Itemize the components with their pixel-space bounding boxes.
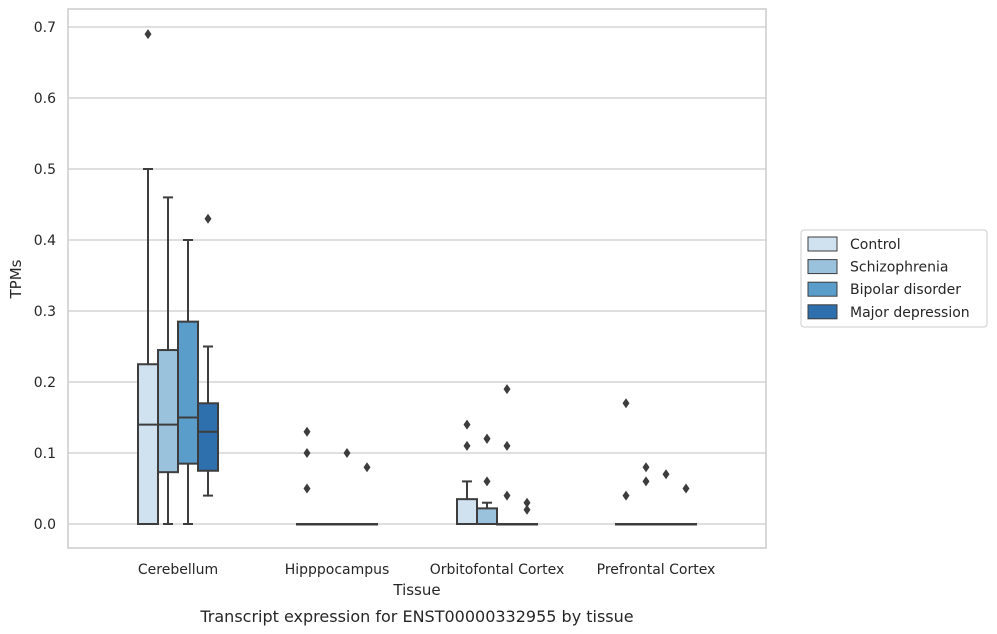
outlier-point	[204, 213, 212, 224]
x-tick-label: Hipppocampus	[285, 562, 390, 578]
outlier-point	[622, 490, 630, 501]
box-bipolar-disorder	[177, 239, 199, 525]
outlier-point	[363, 462, 371, 473]
box-major-depression	[675, 483, 697, 526]
box-major-depression	[516, 497, 538, 526]
outlier-point	[303, 426, 311, 437]
y-tick-label: 0.6	[34, 91, 56, 107]
legend-label: Bipolar disorder	[850, 282, 961, 298]
outlier-point	[303, 483, 311, 494]
y-tick-label: 0.4	[34, 233, 56, 249]
box-schizophrenia	[476, 433, 498, 526]
y-tick-labels: 0.0 0.1 0.2 0.3 0.4 0.5 0.6 0.7	[34, 20, 56, 533]
x-tick-label: Orbitofontal Cortex	[430, 562, 565, 578]
outlier-point	[642, 476, 650, 487]
box-body	[456, 498, 478, 525]
box-body	[137, 363, 159, 525]
x-tick-label: Cerebellum	[138, 562, 218, 578]
box-body	[157, 349, 179, 474]
outlier-point	[483, 433, 491, 444]
box-major-depression	[197, 213, 219, 497]
y-tick-label: 0.7	[34, 20, 56, 36]
box-body	[197, 402, 219, 472]
outlier-point	[144, 29, 152, 40]
box-control	[137, 29, 159, 525]
box-control	[615, 398, 637, 526]
outlier-point	[523, 497, 531, 508]
outlier-point	[503, 384, 511, 395]
y-tick-label: 0.3	[34, 304, 56, 320]
outlier-point	[303, 448, 311, 458]
box-schizophrenia	[316, 523, 338, 526]
y-axis-title: TPMs	[7, 259, 25, 299]
outlier-point	[463, 419, 471, 430]
y-tick-label: 0.1	[34, 446, 56, 462]
outlier-point	[622, 398, 630, 409]
outlier-point	[642, 462, 650, 473]
chart-caption: Transcript expression for ENST0000033295…	[199, 607, 633, 626]
outlier-point	[662, 469, 670, 480]
box-plot-series	[137, 29, 697, 526]
legend-label: Major depression	[850, 305, 970, 321]
legend: Control Schizophrenia Bipolar disorder Majo…	[800, 229, 988, 328]
box-bipolar-disorder	[496, 384, 518, 526]
outlier-point	[503, 490, 511, 501]
outlier-point	[503, 440, 511, 451]
legend-swatch	[807, 281, 838, 297]
box-bipolar-disorder	[336, 448, 358, 526]
y-tick-label: 0.2	[34, 375, 56, 391]
legend-swatch	[807, 304, 838, 320]
outlier-point	[483, 476, 491, 487]
x-tick-label: Prefrontal Cortex	[597, 562, 716, 578]
outlier-point	[463, 440, 471, 451]
plot-frame	[67, 8, 767, 549]
outlier-point	[682, 483, 690, 494]
y-tick-label: 0.5	[34, 162, 56, 178]
legend-frame	[800, 229, 988, 328]
box-major-depression	[356, 462, 378, 526]
box-body	[177, 320, 199, 465]
box-body	[476, 507, 498, 526]
box-control	[456, 419, 478, 525]
legend-label: Control	[850, 237, 901, 253]
box-schizophrenia	[157, 196, 179, 525]
legend-label: Schizophrenia	[850, 260, 948, 276]
box-schizophrenia	[635, 462, 657, 526]
outlier-point	[523, 504, 531, 515]
outlier-point	[343, 448, 351, 458]
x-axis-title: Tissue	[392, 581, 440, 599]
y-tick-label: 0.0	[34, 517, 56, 533]
legend-swatch	[807, 259, 838, 275]
legend-swatch	[807, 236, 838, 252]
box-bipolar-disorder	[655, 469, 677, 526]
x-tick-labels: Cerebellum Hipppocampus Orbitofontal Corte…	[138, 562, 715, 578]
box-control	[296, 426, 318, 526]
